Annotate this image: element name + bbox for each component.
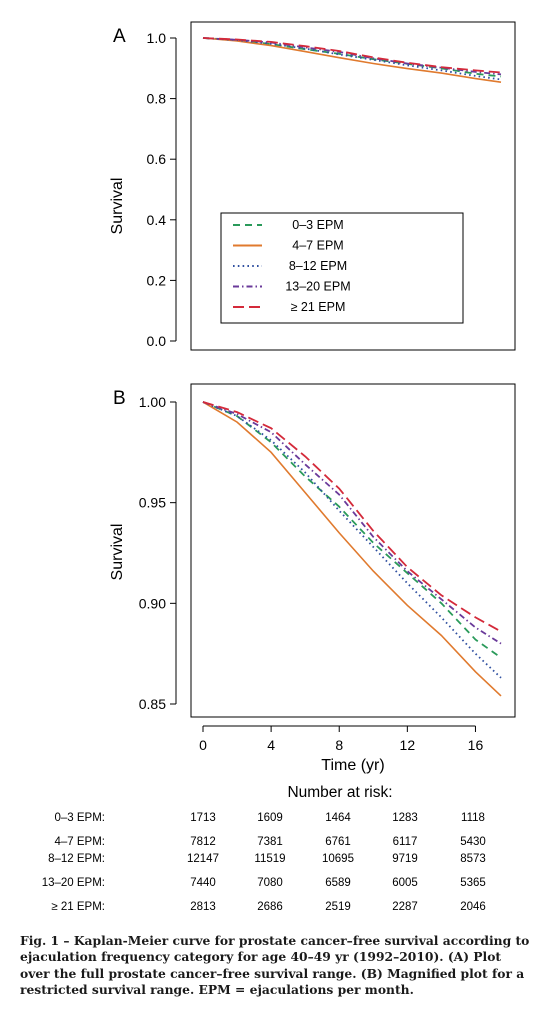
risk-cell: 8573	[460, 853, 486, 865]
legend-label-1: 0–3 EPM	[292, 218, 343, 232]
y-tick-label: 0.6	[147, 151, 167, 167]
y-axis-label: Survival	[109, 524, 126, 581]
risk-cell: 7080	[257, 877, 283, 889]
legend-label-4: 13–20 EPM	[285, 280, 350, 294]
survival-curve-1	[202, 37, 502, 78]
risk-cell: 5430	[460, 836, 486, 848]
x-tick-label: 4	[267, 737, 275, 753]
risk-cell: 1713	[190, 812, 216, 824]
risk-cell: 2813	[190, 901, 216, 913]
risk-cell: 5365	[460, 877, 486, 889]
risk-cell: 2519	[325, 901, 351, 913]
risk-cell: 1283	[392, 812, 418, 824]
y-tick-label: 1.0	[147, 30, 167, 46]
risk-row-label: 0–3 EPM:	[55, 812, 106, 824]
survival-curve-1	[202, 401, 502, 659]
legend-label-5: ≥ 21 EPM	[291, 300, 346, 314]
risk-cell: 7381	[257, 836, 283, 848]
plot-frame-A	[190, 21, 516, 351]
x-tick-label: 12	[400, 737, 416, 753]
risk-row-label: 13–20 EPM:	[42, 877, 105, 889]
x-tick-label: 8	[335, 737, 343, 753]
risk-cell: 6589	[325, 877, 351, 889]
y-tick-label: 0.85	[139, 696, 166, 712]
y-axis-label: Survival	[109, 178, 126, 235]
risk-cell: 6761	[325, 836, 351, 848]
survival-curve-3	[202, 37, 502, 81]
risk-cell: 7812	[190, 836, 216, 848]
survival-curve-2	[202, 37, 502, 83]
risk-row-label: 8–12 EPM:	[48, 853, 105, 865]
risk-cell: 2686	[257, 901, 283, 913]
survival-curve-2	[202, 401, 502, 697]
y-tick-label: 0.0	[147, 333, 167, 349]
panel-label-A: A	[113, 26, 126, 47]
x-tick-label: 0	[199, 737, 207, 753]
y-tick-label: 1.00	[139, 394, 166, 410]
risk-table-title: Number at risk:	[287, 784, 392, 801]
survival-curve-5	[202, 401, 502, 633]
risk-cell: 9719	[392, 853, 418, 865]
risk-cell: 2046	[460, 901, 486, 913]
risk-cell: 11519	[254, 853, 285, 865]
x-tick-label: 16	[468, 737, 484, 753]
legend-label-2: 4–7 EPM	[292, 239, 343, 253]
risk-cell: 2287	[392, 901, 418, 913]
survival-curve-4	[202, 401, 502, 645]
x-axis-label: Time (yr)	[321, 757, 384, 774]
y-tick-label: 0.2	[147, 272, 167, 288]
legend-label-3: 8–12 EPM	[289, 259, 347, 273]
panel-label-B: B	[113, 388, 126, 409]
y-tick-label: 0.8	[147, 91, 167, 107]
kaplan-meier-figure: A 1.0 0.8 0.6 0.4 0.2 0.0 Survival 0–3 EPM 4–7 EP…	[42, 21, 516, 913]
risk-cell: 10695	[322, 853, 354, 865]
risk-cell: 1609	[257, 812, 283, 824]
y-tick-label: 0.90	[139, 595, 166, 611]
risk-row-label: 4–7 EPM:	[55, 836, 106, 848]
risk-cell: 6005	[392, 877, 418, 889]
risk-cell: 12147	[187, 853, 219, 865]
figure-caption: Fig. 1 – Kaplan-Meier curve for prostate…	[20, 933, 530, 998]
risk-cell: 7440	[190, 877, 216, 889]
risk-cell: 6117	[393, 836, 418, 848]
legend-box	[220, 212, 464, 324]
survival-curve-5	[202, 37, 502, 74]
plot-frame-B	[190, 383, 516, 718]
y-tick-label: 0.4	[147, 212, 167, 228]
y-tick-label: 0.95	[139, 495, 166, 511]
survival-curve-3	[202, 401, 502, 679]
risk-cell: 1118	[461, 812, 485, 824]
risk-cell: 1464	[325, 812, 351, 824]
risk-row-label: ≥ 21 EPM:	[51, 901, 105, 913]
